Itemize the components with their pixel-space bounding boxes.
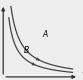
Text: V: V — [81, 72, 83, 80]
Text: B: B — [24, 46, 29, 54]
Text: A: A — [42, 30, 47, 39]
Text: P: P — [0, 0, 6, 2]
